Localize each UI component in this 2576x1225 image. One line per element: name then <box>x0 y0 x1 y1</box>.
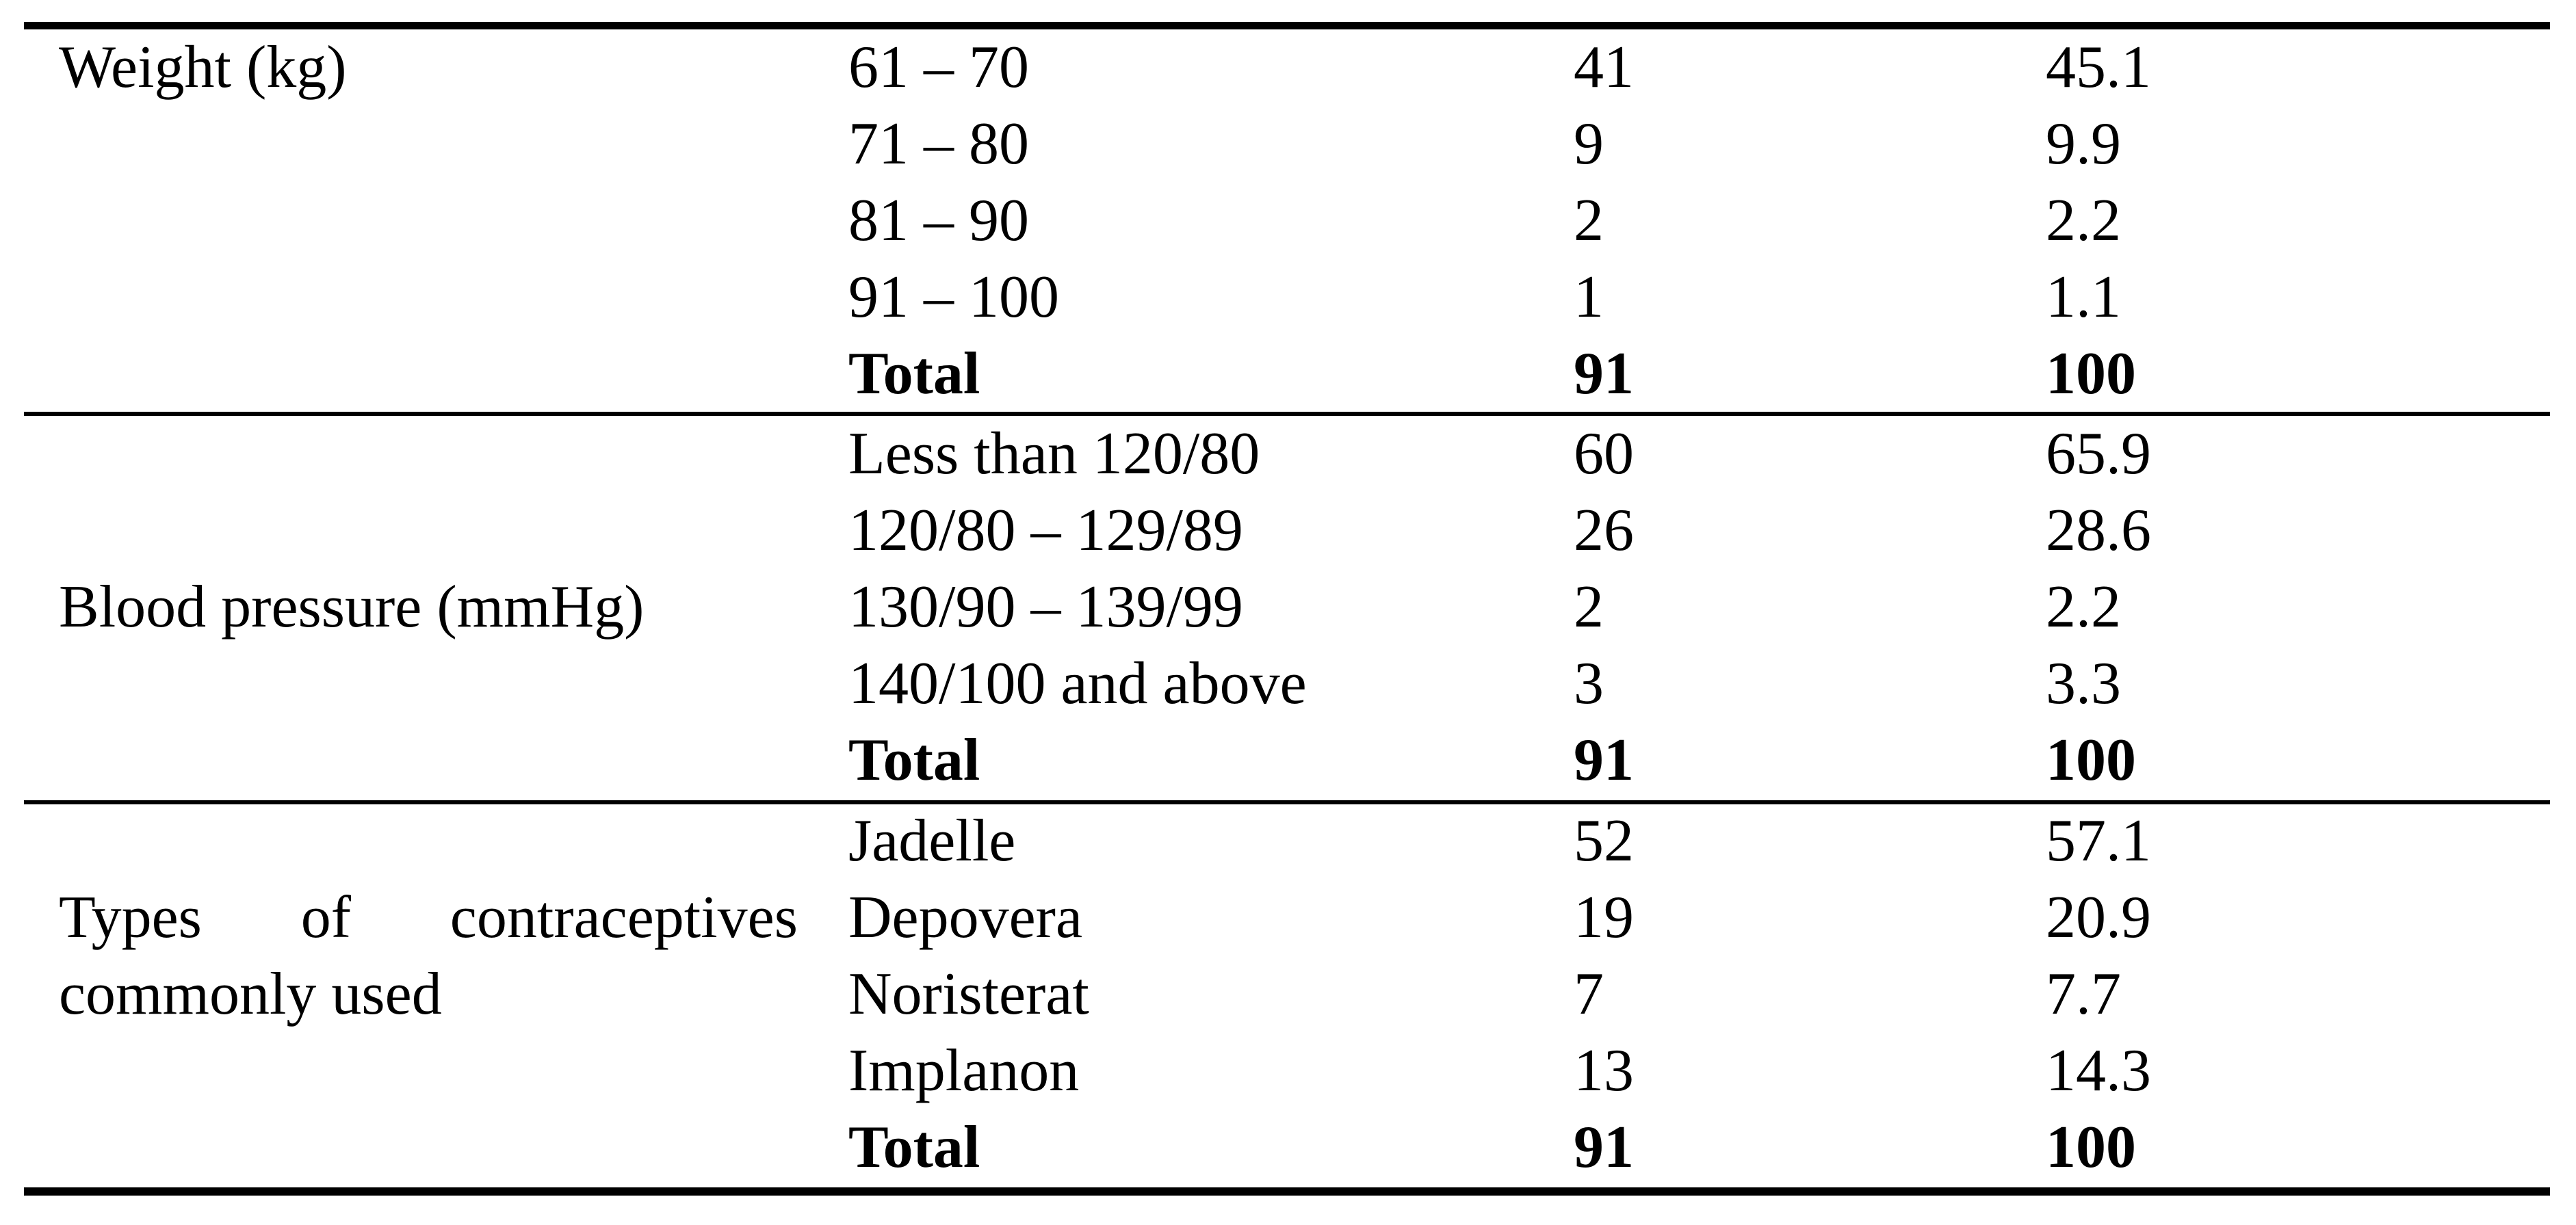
table-row: Jadelle 52 57.1 <box>0 803 2576 880</box>
percentage-cell: 1.1 <box>2046 264 2121 330</box>
percentage-cell: 100 <box>2046 727 2136 793</box>
category-cell: Less than 120/80 <box>848 421 1260 487</box>
percentage-cell: 3.3 <box>2046 650 2121 717</box>
category-cell: Total <box>848 341 980 407</box>
category-cell: Total <box>848 1114 980 1181</box>
percentage-cell: 100 <box>2046 341 2136 407</box>
table-row: Depovera 19 20.9 <box>0 880 2576 956</box>
frequency-cell: 7 <box>1574 961 1604 1027</box>
percentage-cell: 14.3 <box>2046 1038 2151 1104</box>
frequency-cell: 41 <box>1574 34 1634 101</box>
category-cell: 130/90 – 139/99 <box>848 574 1243 640</box>
table-bottom-rule <box>24 1187 2550 1196</box>
variable-label-contraceptives-line1: Types of contraceptives <box>59 884 798 951</box>
category-cell: Implanon <box>848 1038 1080 1104</box>
frequency-cell: 60 <box>1574 421 1634 487</box>
category-cell: Total <box>848 727 980 793</box>
table-row: 140/100 and above 3 3.3 <box>0 646 2576 722</box>
percentage-cell: 45.1 <box>2046 34 2151 101</box>
frequency-cell: 13 <box>1574 1038 1634 1104</box>
category-cell: 91 – 100 <box>848 264 1059 330</box>
frequency-cell: 91 <box>1574 727 1634 793</box>
table-section-divider-rule-1 <box>24 412 2550 416</box>
frequency-cell: 91 <box>1574 1114 1634 1181</box>
table-top-rule <box>24 22 2550 29</box>
frequency-cell: 2 <box>1574 187 1604 254</box>
table-row: Noristerat 7 7.7 <box>0 956 2576 1033</box>
table-row: Implanon 13 14.3 <box>0 1033 2576 1109</box>
category-cell: 140/100 and above <box>848 650 1307 717</box>
frequency-cell: 2 <box>1574 574 1604 640</box>
percentage-cell: 2.2 <box>2046 187 2121 254</box>
table-total-row: Total 91 100 <box>0 336 2576 412</box>
frequency-cell: 91 <box>1574 341 1634 407</box>
frequency-cell: 9 <box>1574 111 1604 177</box>
percentage-cell: 28.6 <box>2046 497 2151 564</box>
variable-label-weight: Weight (kg) <box>59 34 347 101</box>
frequency-cell: 1 <box>1574 264 1604 330</box>
category-cell: Depovera <box>848 884 1083 951</box>
percentage-cell: 57.1 <box>2046 808 2151 874</box>
frequency-cell: 26 <box>1574 497 1634 564</box>
frequency-cell: 3 <box>1574 650 1604 717</box>
percentage-cell: 9.9 <box>2046 111 2121 177</box>
table-total-row: Total 91 100 <box>0 1109 2576 1186</box>
category-cell: 81 – 90 <box>848 187 1029 254</box>
percentage-cell: 20.9 <box>2046 884 2151 951</box>
category-cell: Jadelle <box>848 808 1016 874</box>
table-row: 61 – 70 41 45.1 <box>0 29 2576 106</box>
table-row: 120/80 – 129/89 26 28.6 <box>0 492 2576 569</box>
section-blood-pressure: Blood pressure (mmHg) Less than 120/80 6… <box>0 416 2576 799</box>
table-row: Less than 120/80 60 65.9 <box>0 416 2576 492</box>
category-cell: 61 – 70 <box>848 34 1029 101</box>
section-weight: Weight (kg) 61 – 70 41 45.1 71 – 80 9 9.… <box>0 29 2576 412</box>
percentage-cell: 100 <box>2046 1114 2136 1181</box>
frequency-cell: 52 <box>1574 808 1634 874</box>
table-row: 91 – 100 1 1.1 <box>0 259 2576 336</box>
section-contraceptive-types: Types of contraceptives commonly used Ja… <box>0 803 2576 1186</box>
frequency-cell: 19 <box>1574 884 1634 951</box>
category-cell: 71 – 80 <box>848 111 1029 177</box>
percentage-cell: 2.2 <box>2046 574 2121 640</box>
table-row: 130/90 – 139/99 2 2.2 <box>0 569 2576 646</box>
table-row: 71 – 80 9 9.9 <box>0 106 2576 183</box>
variable-label-contraceptives-line2: commonly used <box>59 961 442 1027</box>
table-row: 81 – 90 2 2.2 <box>0 183 2576 259</box>
table-section-divider-rule-2 <box>24 800 2550 804</box>
table-total-row: Total 91 100 <box>0 722 2576 799</box>
percentage-cell: 65.9 <box>2046 421 2151 487</box>
percentage-cell: 7.7 <box>2046 961 2121 1027</box>
category-cell: Noristerat <box>848 961 1089 1027</box>
category-cell: 120/80 – 129/89 <box>848 497 1243 564</box>
variable-label-blood-pressure: Blood pressure (mmHg) <box>59 574 645 640</box>
